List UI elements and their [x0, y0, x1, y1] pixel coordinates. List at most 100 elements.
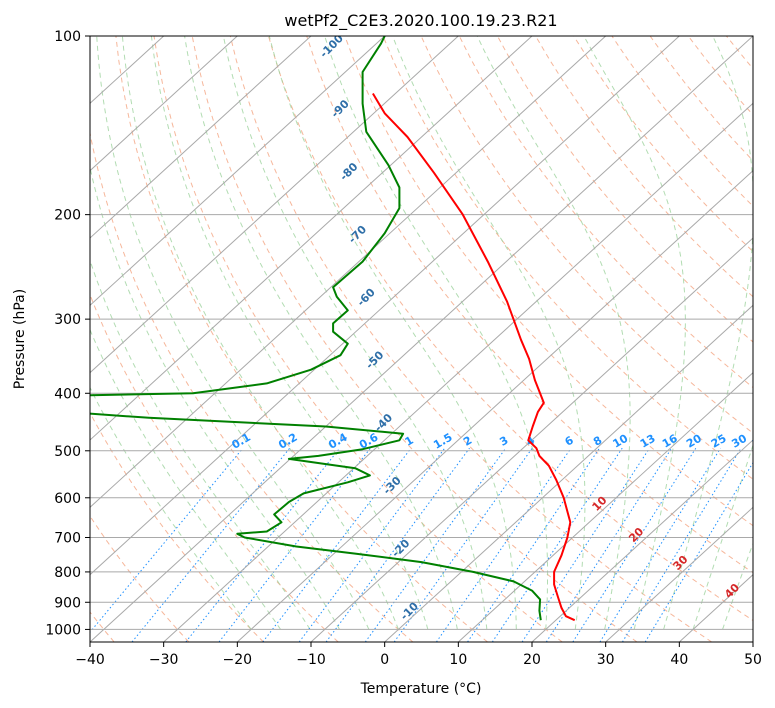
dry-adiabat — [496, 36, 753, 343]
isotherm-line — [752, 641, 753, 642]
line-labels: 0.1 0.2 0.4 0.6 1 1.5 2 3 4 6 8 10 13 16 20 25 30 36-100-… — [229, 36, 770, 681]
dry-adiabat — [153, 36, 563, 642]
y-tick-label: 600 — [54, 491, 81, 507]
mixing-ratio-line — [467, 447, 600, 642]
mixing-ratio-line — [621, 447, 742, 642]
moist-adiabat — [583, 36, 686, 630]
dry-adiabat-label: -60 — [355, 285, 378, 308]
profile-series — [90, 36, 576, 622]
mixing-ratio-line — [262, 447, 412, 642]
isotherm-line — [531, 439, 753, 642]
background-lines — [90, 36, 775, 642]
isotherm-line — [605, 506, 753, 642]
dry-adiabat — [115, 36, 488, 642]
dry-adiabat — [344, 36, 753, 527]
mixing-ratio-line — [131, 447, 291, 642]
mixing-ratio-line — [364, 447, 507, 642]
mixing-ratio-label: 20 — [684, 432, 704, 451]
y-axis-label: Pressure (hPa) — [12, 289, 28, 389]
mixing-ratio-label: 3 — [497, 434, 510, 449]
moist-adiabat — [392, 36, 586, 630]
moist-adiabat — [663, 36, 753, 630]
dry-adiabat — [765, 36, 775, 642]
y-tick-label: 300 — [54, 312, 81, 328]
moist-adiabat — [324, 36, 549, 630]
isotherm-line — [90, 36, 533, 441]
y-tick-label: 900 — [54, 595, 81, 611]
dry-adiabat — [687, 36, 753, 116]
x-tick-label: −40 — [75, 652, 105, 668]
y-tick-label: 1000 — [45, 622, 81, 638]
moist-adiabat — [722, 542, 753, 630]
dry-adiabat — [90, 293, 339, 642]
moist-adiabat-label: 40 — [722, 581, 742, 601]
mixing-ratio-label: 0.4 — [326, 430, 350, 451]
dry-adiabat-label: -80 — [337, 160, 360, 183]
mixing-ratio-line — [545, 447, 673, 642]
isotherm-line — [310, 237, 753, 642]
moist-adiabat — [90, 386, 252, 630]
dry-adiabat-label: -10 — [398, 599, 421, 622]
x-tick-label: 10 — [449, 652, 467, 668]
dry-adiabat — [649, 36, 753, 162]
chart-title: wetPf2_C2E3.2020.100.19.23.R21 — [284, 11, 557, 31]
mixing-ratio-line — [491, 447, 623, 642]
isotherm-line — [457, 371, 753, 642]
mixing-ratio-line — [435, 447, 572, 642]
dry-adiabat — [268, 36, 753, 622]
y-tick-label: 800 — [54, 565, 81, 581]
isotherm-line — [163, 102, 753, 642]
grid-lines — [90, 36, 753, 642]
dry-adiabat-label: -70 — [346, 223, 369, 246]
mixing-ratio-line — [599, 447, 721, 642]
moist-adiabat — [476, 36, 631, 630]
mixing-ratio-label: 13 — [638, 432, 658, 451]
x-axis: −40 −30 −20 −10 0 10 20 30 40 50 — [75, 642, 762, 668]
mixing-ratio-line — [325, 447, 470, 642]
dry-adiabat-label: -30 — [381, 474, 404, 497]
isotherm-line — [90, 36, 607, 509]
plot-frame — [89, 35, 754, 643]
moist-adiabat — [692, 443, 753, 630]
isotherm-line — [90, 36, 753, 642]
temperature-line — [372, 92, 576, 622]
moist-adiabat — [121, 36, 399, 630]
moist-adiabat — [90, 165, 340, 630]
mixing-ratio-line — [218, 447, 371, 642]
mixing-ratio-label: 1 — [403, 434, 416, 449]
mixing-ratio-label: 2 — [461, 434, 474, 449]
dry-adiabat-label: 0 — [411, 666, 426, 681]
y-tick-label: 700 — [54, 531, 81, 547]
isotherm-line — [90, 36, 459, 374]
mixing-ratio-line — [298, 447, 446, 642]
mixing-ratio-line — [521, 447, 650, 642]
moist-adiabat — [150, 36, 429, 630]
x-tick-label: −10 — [296, 652, 326, 668]
isotherm-line — [90, 36, 312, 239]
mixing-ratio-label: 36 — [750, 432, 770, 451]
x-tick-label: 50 — [744, 652, 762, 668]
mixing-ratio-label: 16 — [660, 432, 680, 451]
isotherm-line — [90, 36, 680, 576]
mixing-ratio-label: 1.5 — [431, 431, 454, 452]
y-tick-label: 200 — [54, 208, 81, 224]
dry-adiabat — [90, 411, 264, 642]
dry-adiabat — [458, 36, 753, 389]
isotherm-line — [236, 169, 753, 642]
dry-adiabat — [306, 36, 753, 574]
isotherm-line — [384, 304, 753, 642]
mixing-ratio-label: 10 — [611, 432, 631, 451]
dry-adiabat — [90, 515, 190, 642]
x-tick-label: 40 — [670, 652, 688, 668]
mixing-ratio-label: 8 — [591, 434, 604, 449]
y-tick-label: 100 — [54, 29, 81, 45]
mixing-ratio-label: 0.1 — [229, 431, 252, 452]
mixing-ratio-line — [185, 447, 341, 642]
dry-adiabat-label: -50 — [363, 348, 386, 371]
dry-adiabat — [229, 36, 712, 642]
dry-adiabat-label: -20 — [389, 537, 412, 560]
moist-adiabat — [184, 36, 458, 630]
y-axis: 100 200 300 400 500 600 700 800 900 1000 — [45, 29, 90, 638]
moist-adiabat — [96, 36, 370, 630]
